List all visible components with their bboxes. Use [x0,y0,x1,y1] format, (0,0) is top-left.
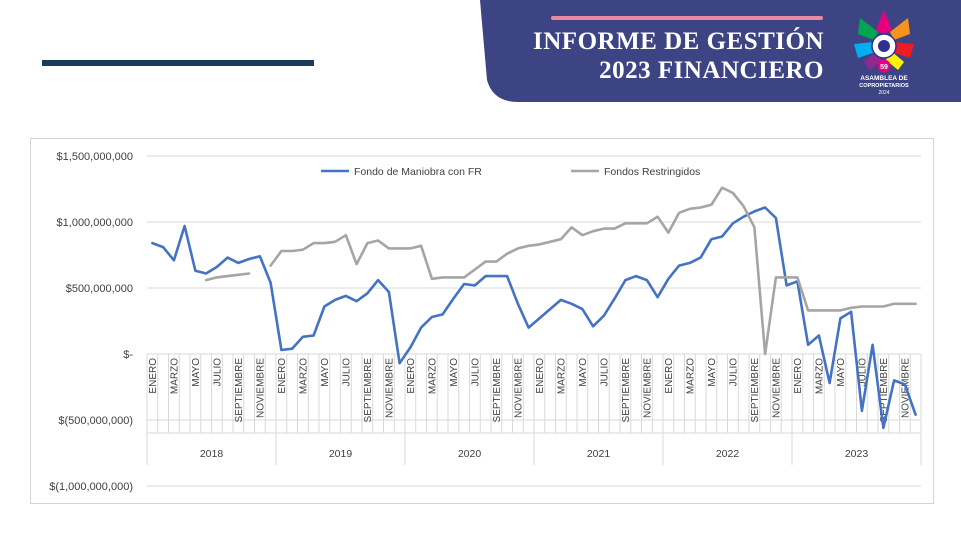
x-month-label: MARZO [169,358,180,394]
x-month-label: SEPTIEMBRE [750,358,761,423]
legend-label: Fondo de Maniobra con FR [354,166,482,178]
x-month-label: MARZO [427,358,438,394]
x-month-label: ENERO [406,358,417,394]
logo-year: 2024 [878,90,889,96]
logo-text-line-2: COPROPIETARIOS [859,83,909,89]
x-year-label: 2022 [716,448,740,460]
x-month-label: SEPTIEMBRE [492,358,503,423]
x-month-label: ENERO [277,358,288,394]
x-month-label: JULIO [857,358,868,387]
chart-container: ENERO MARZO MAYO JULIO SEPTIEMBRE NOVIEMBRE 20… [30,138,934,504]
series-line-fondo-maniobra [151,206,917,430]
x-month-label: NOVIEMBRE [642,358,653,418]
report-title-line-1: INFORME DE GESTIÓN [533,28,824,55]
y-tick-label: $500,000,000 [66,283,133,295]
y-tick-label: $1,500,000,000 [57,151,133,163]
legend-label: Fondos Restringidos [604,166,700,178]
report-title-line-2: 2023 FINANCIERO [599,57,824,84]
x-month-label: SEPTIEMBRE [879,358,890,423]
x-month-label: MAYO [449,358,460,387]
y-tick-label: $1,000,000,000 [57,217,133,229]
x-month-label: JULIO [341,358,352,387]
y-tick-label: $(500,000,000) [58,415,133,427]
y-axis: $1,500,000,000 $1,000,000,000 $500,000,000… [49,151,133,493]
x-year-label: 2020 [458,448,482,460]
x-month-label: ENERO [535,358,546,394]
x-axis: ENERO MARZO MAYO JULIO SEPTIEMBRE NOVIEMBRE 20… [146,354,922,465]
edition-badge [877,59,891,73]
assembly-logo: 59 ASAMBLEA DE COPROPIETARIOS 2024 [854,10,914,96]
x-month-label: SEPTIEMBRE [234,358,245,423]
header-banner [480,0,961,102]
x-year-label: 2023 [845,448,869,460]
x-month-label: MAYO [707,358,718,387]
x-month-label: MAYO [578,358,589,387]
logo-text-line-1: ASAMBLEA DE [860,75,908,82]
x-year-label: 2019 [329,448,353,460]
x-month-label: ENERO [664,358,675,394]
x-month-label: MAYO [836,358,847,387]
x-month-label: ENERO [148,358,159,394]
series-line-fondos-restringidos [269,186,917,356]
x-month-label: MARZO [814,358,825,394]
x-month-label: MARZO [556,358,567,394]
x-month-label: NOVIEMBRE [384,358,395,418]
y-tick-label: $- [123,349,133,361]
x-month-label: SEPTIEMBRE [621,358,632,423]
series-lines [151,186,917,430]
x-year-label: 2021 [587,448,611,460]
x-month-label: SEPTIEMBRE [363,358,374,423]
x-month-label: NOVIEMBRE [255,358,266,418]
x-month-label: JULIO [728,358,739,387]
x-month-label: NOVIEMBRE [771,358,782,418]
flower-icon [854,10,914,70]
legend: Fondo de Maniobra con FR Fondos Restringi… [321,166,700,178]
header-banner-shape [480,0,961,102]
edition-number: 59 [880,64,888,71]
x-month-label: NOVIEMBRE [513,358,524,418]
line-chart: ENERO MARZO MAYO JULIO SEPTIEMBRE NOVIEMBRE 20… [49,151,922,493]
x-month-label: JULIO [212,358,223,387]
series-line-fondos-restringidos [204,272,251,282]
x-month-label: MARZO [298,358,309,394]
x-month-label: JULIO [599,358,610,387]
y-tick-label: $(1,000,000,000) [49,481,133,493]
x-month-label: MAYO [191,358,202,387]
x-month-label: ENERO [793,358,804,394]
x-month-label: MARZO [685,358,696,394]
header-accent-line [551,16,823,20]
x-month-label: JULIO [470,358,481,387]
x-year-label: 2018 [200,448,224,460]
decorative-accent-line [42,60,314,66]
x-month-label: MAYO [320,358,331,387]
